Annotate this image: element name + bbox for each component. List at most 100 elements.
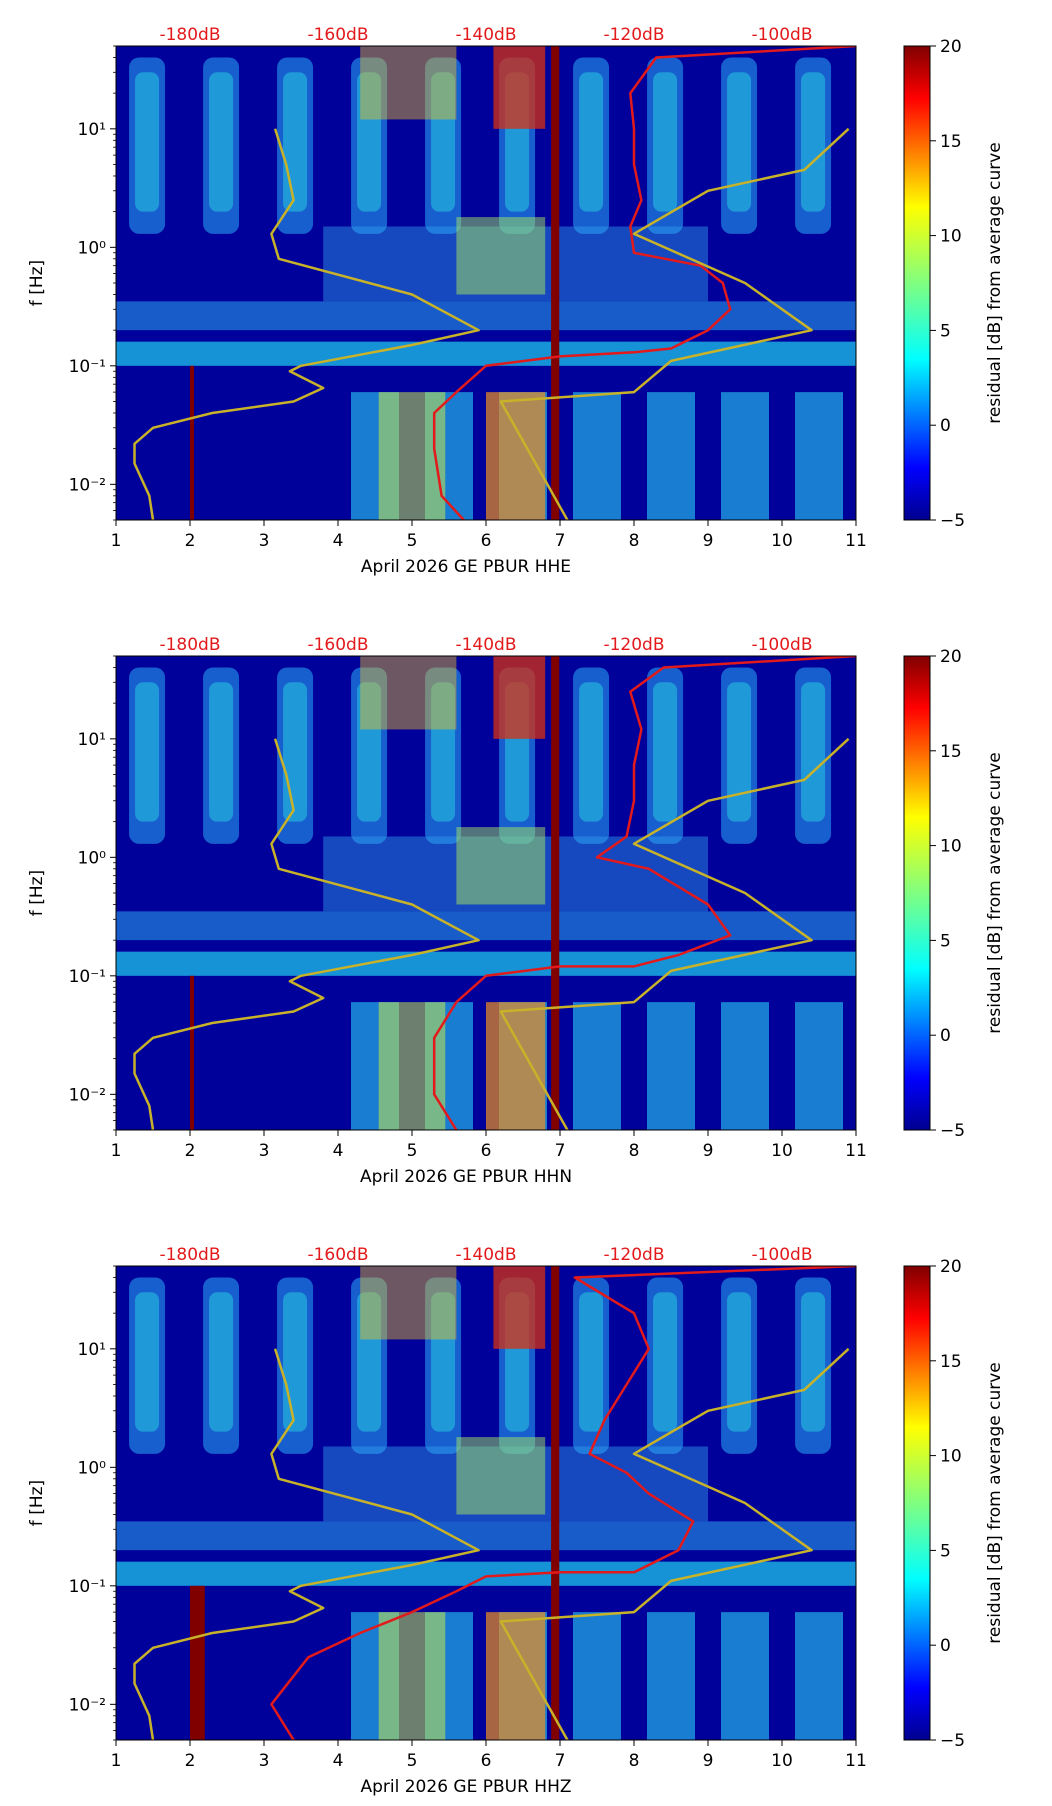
- day-band-upper-core: [801, 682, 826, 822]
- upper-highlight: [493, 46, 546, 129]
- colorbar-tick-label: 15: [940, 1352, 962, 1372]
- day-band-lower: [795, 1612, 843, 1740]
- secondary-band: [456, 217, 546, 295]
- x-tick-label: 1: [111, 1141, 122, 1161]
- x-tick-label: 7: [555, 1751, 566, 1771]
- day-band-upper-core: [283, 1292, 308, 1432]
- x-tick-label: 6: [481, 1751, 492, 1771]
- x-tick-label: 2: [185, 531, 196, 551]
- upper-highlight: [360, 656, 457, 730]
- colorbar-tick-label: 0: [940, 1026, 951, 1046]
- x-tick-label: 3: [259, 1141, 270, 1161]
- colorbar-tick-label: 0: [940, 416, 951, 436]
- noise-model-line: [133, 128, 480, 520]
- y-tick-label: 10⁰: [78, 1458, 107, 1478]
- upper-highlight: [360, 46, 457, 120]
- colorbar-tick-label: 10: [940, 1447, 962, 1467]
- colorbar-tick-label: 20: [940, 1257, 962, 1277]
- microseism-band: [116, 1521, 856, 1551]
- colorbar: −5 0 5 10 15 20 residual [dB] from average cur…: [903, 1257, 1005, 1751]
- db-label: -180dB: [159, 635, 220, 655]
- saturated-column: [551, 1266, 560, 1740]
- day-band-upper-core: [653, 72, 678, 212]
- upper-highlight: [493, 656, 546, 739]
- day-band-upper-core: [209, 682, 234, 822]
- x-tick-label: 9: [703, 531, 714, 551]
- day-band-lower: [647, 392, 695, 520]
- x-tick-label: 11: [845, 1141, 867, 1161]
- day-band-lower: [573, 1002, 621, 1130]
- y-tick-label: 10⁰: [78, 238, 107, 258]
- colorbar-label: residual [dB] from average curve: [985, 142, 1005, 423]
- day-band-upper-core: [579, 682, 604, 822]
- colorbar-tick-label: 0: [940, 1636, 951, 1656]
- noise-model-line: [133, 1348, 480, 1740]
- db-label: -180dB: [159, 25, 220, 45]
- y-axis-label: f [Hz]: [27, 1480, 47, 1526]
- day-band-lower: [647, 1002, 695, 1130]
- x-tick-label: 2: [185, 1141, 196, 1161]
- average-curve-line: [432, 46, 856, 520]
- noise-model-line: [499, 1347, 850, 1740]
- saturated-column: [190, 1585, 205, 1740]
- x-tick-label: 7: [555, 1141, 566, 1161]
- x-tick-label: 8: [629, 1751, 640, 1771]
- secondary-band: [456, 827, 546, 905]
- y-axis-label: f [Hz]: [27, 870, 47, 916]
- lower-highlight: [486, 1612, 546, 1740]
- x-axis-label: April 2026 GE PBUR HHE: [361, 557, 571, 577]
- colorbar-tick-label: 5: [940, 321, 951, 341]
- db-label: -100dB: [751, 635, 812, 655]
- x-tick-label: 7: [555, 531, 566, 551]
- x-tick-label: 8: [629, 1141, 640, 1161]
- x-tick-label: 1: [111, 531, 122, 551]
- lower-highlight: [486, 392, 546, 520]
- day-band-upper-core: [801, 1292, 826, 1432]
- day-band-upper-core: [653, 682, 678, 822]
- saturated-column: [190, 975, 194, 1130]
- day-band-lower: [573, 392, 621, 520]
- y-tick-label: 10¹: [78, 730, 106, 750]
- db-label: -180dB: [159, 1245, 220, 1265]
- x-tick-label: 2: [185, 1751, 196, 1771]
- upper-highlight: [493, 1266, 546, 1349]
- db-label: -140dB: [455, 635, 516, 655]
- y-tick-label: 10⁻²: [69, 1085, 106, 1105]
- db-label: -140dB: [455, 25, 516, 45]
- db-label: -160dB: [307, 25, 368, 45]
- day-band-upper-core: [209, 72, 234, 212]
- colorbar-tick-label: 10: [940, 837, 962, 857]
- x-tick-label: 3: [259, 531, 270, 551]
- plot-area: [116, 46, 856, 520]
- noise-model-line: [499, 737, 850, 1130]
- colorbar: −5 0 5 10 15 20 residual [dB] from average cur…: [903, 37, 1005, 531]
- noise-model-line: [499, 127, 850, 520]
- x-axis-label: April 2026 GE PBUR HHN: [360, 1167, 572, 1187]
- x-tick-label: 4: [333, 531, 344, 551]
- colorbar-tick-label: −5: [940, 1731, 965, 1751]
- db-label: -120dB: [603, 25, 664, 45]
- spectrogram-panel-3: 1 2 3 4 5 6 7 8 9 10 11 10⁻² 10⁻¹ 10⁰ 10¹ -180dB -160dB -…: [27, 1245, 1005, 1797]
- db-label: -160dB: [307, 1245, 368, 1265]
- average-curve-line: [432, 656, 856, 1130]
- colorbar-tick-label: 15: [940, 742, 962, 762]
- day-band-upper-core: [357, 682, 382, 822]
- x-tick-label: 11: [845, 531, 867, 551]
- day-band-lower: [647, 1612, 695, 1740]
- day-band-lower: [795, 1002, 843, 1130]
- colorbar-tick-label: 10: [940, 227, 962, 247]
- x-tick-label: 5: [407, 1141, 418, 1161]
- x-tick-label: 4: [333, 1141, 344, 1161]
- colorbar-tick-label: 5: [940, 931, 951, 951]
- day-band-upper-core: [579, 72, 604, 212]
- plot-area: [116, 656, 856, 1130]
- day-band-upper-core: [727, 682, 752, 822]
- x-tick-label: 10: [771, 1141, 793, 1161]
- colorbar: −5 0 5 10 15 20 residual [dB] from average cur…: [903, 647, 1005, 1141]
- colorbar-label: residual [dB] from average curve: [985, 1362, 1005, 1643]
- x-tick-label: 1: [111, 1751, 122, 1771]
- microseism-band: [116, 301, 856, 331]
- secondary-band: [456, 1437, 546, 1515]
- colorbar-tick-label: 15: [940, 132, 962, 152]
